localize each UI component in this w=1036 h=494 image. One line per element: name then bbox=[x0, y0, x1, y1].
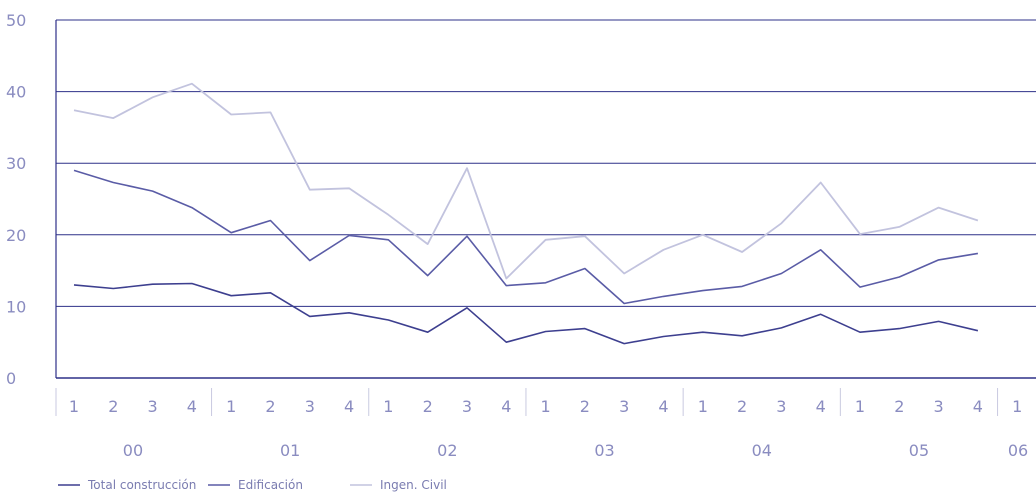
x-tick-quarter-label: 2 bbox=[580, 397, 590, 416]
x-tick-quarter-label: 4 bbox=[816, 397, 826, 416]
y-tick-label: 10 bbox=[6, 297, 26, 316]
y-axis-tick-labels: 0 10 20 30 40 50 bbox=[6, 11, 26, 388]
x-tick-year-label: 03 bbox=[594, 441, 614, 460]
x-axis: 1 2 3 4 1 2 3 4 1 2 3 4 1 2 3 4 1 2 3 4 1 2 3 4 1 00 01 02 03 04 05 06 bbox=[55, 388, 1028, 460]
x-tick-year-label: 04 bbox=[752, 441, 772, 460]
x-tick-quarter-label: 1 bbox=[1012, 397, 1022, 416]
legend-label: Edificación bbox=[238, 478, 303, 492]
x-tick-quarter-label: 4 bbox=[501, 397, 511, 416]
series-line-2 bbox=[73, 169, 979, 305]
legend-label: Total construcción bbox=[87, 478, 196, 492]
series-lines bbox=[73, 82, 979, 345]
legend: Total construcción Edificación Ingen. Civi… bbox=[58, 478, 447, 492]
x-tick-quarter-label: 1 bbox=[698, 397, 708, 416]
x-tick-quarter-label: 2 bbox=[894, 397, 904, 416]
x-tick-quarter-label: 3 bbox=[305, 397, 315, 416]
x-tick-quarter-label: 2 bbox=[423, 397, 433, 416]
x-tick-quarter-label: 4 bbox=[344, 397, 354, 416]
y-tick-label: 50 bbox=[6, 11, 26, 30]
y-tick-label: 20 bbox=[6, 226, 26, 245]
x-tick-quarter-label: 1 bbox=[383, 397, 393, 416]
x-tick-quarter-label: 3 bbox=[619, 397, 629, 416]
x-tick-quarter-label: 1 bbox=[226, 397, 236, 416]
x-tick-year-label: 00 bbox=[123, 441, 143, 460]
x-tick-quarter-label: 2 bbox=[108, 397, 118, 416]
legend-label: Ingen. Civil bbox=[380, 478, 447, 492]
x-tick-year-label: 06 bbox=[1008, 441, 1028, 460]
grid-lines bbox=[55, 19, 1036, 379]
x-tick-quarter-label: 3 bbox=[776, 397, 786, 416]
x-tick-quarter-label: 4 bbox=[658, 397, 668, 416]
x-tick-quarter-label: 2 bbox=[737, 397, 747, 416]
x-tick-quarter-label: 4 bbox=[187, 397, 197, 416]
x-tick-quarter-label: 3 bbox=[934, 397, 944, 416]
x-tick-quarter-label: 1 bbox=[855, 397, 865, 416]
x-tick-quarter-label: 2 bbox=[265, 397, 275, 416]
x-tick-quarter-label: 3 bbox=[462, 397, 472, 416]
x-tick-quarter-label: 4 bbox=[973, 397, 983, 416]
x-tick-year-label: 05 bbox=[909, 441, 929, 460]
x-tick-quarter-label: 3 bbox=[148, 397, 158, 416]
y-tick-label: 40 bbox=[6, 83, 26, 102]
x-tick-quarter-label: 1 bbox=[69, 397, 79, 416]
x-tick-quarter-label: 1 bbox=[541, 397, 551, 416]
y-tick-label: 30 bbox=[6, 154, 26, 173]
series-line-1 bbox=[73, 282, 979, 345]
series-line-3 bbox=[73, 82, 979, 280]
x-tick-year-label: 02 bbox=[437, 441, 457, 460]
x-tick-year-label: 01 bbox=[280, 441, 300, 460]
y-tick-label: 0 bbox=[6, 369, 16, 388]
